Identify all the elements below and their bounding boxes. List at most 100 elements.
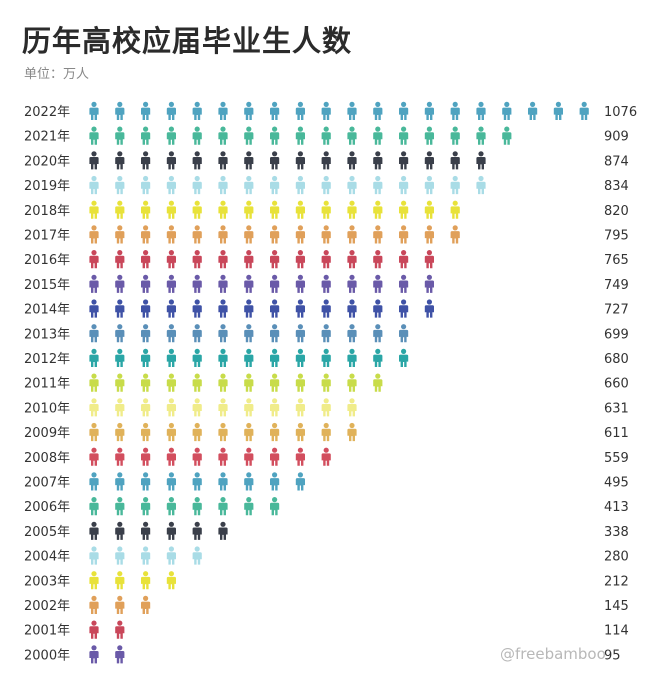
person-icon [166, 126, 176, 145]
person-icon [192, 324, 202, 343]
person-icon [89, 447, 99, 466]
person-icon [115, 546, 125, 565]
person-icon [89, 200, 99, 219]
year-label: 2006年 [24, 500, 70, 515]
person-icon [89, 595, 99, 614]
year-label: 2015年 [24, 278, 70, 293]
year-label: 2013年 [24, 327, 70, 342]
person-icon [115, 274, 125, 293]
person-icon [141, 546, 151, 565]
person-icon [115, 151, 125, 170]
watermark-text: @freebamboo [500, 645, 606, 663]
person-icon [347, 373, 357, 392]
person-icon [399, 250, 409, 269]
person-icon [295, 101, 305, 120]
person-icon [141, 521, 151, 540]
person-icon [244, 101, 254, 120]
year-label: 2020年 [24, 154, 70, 169]
person-icon [270, 126, 280, 145]
person-icon [244, 200, 254, 219]
value-label: 114 [604, 624, 629, 639]
year-label: 2009年 [24, 426, 70, 441]
person-icon [89, 497, 99, 516]
person-icon [218, 225, 228, 244]
person-icon [192, 373, 202, 392]
person-icon [218, 447, 228, 466]
person-icon [141, 373, 151, 392]
person-icon [166, 571, 176, 590]
year-label: 2003年 [24, 574, 70, 589]
person-icon [166, 250, 176, 269]
person-icon [244, 398, 254, 417]
person-icon [218, 472, 228, 491]
person-icon [399, 200, 409, 219]
person-icon [218, 521, 228, 540]
person-icon [141, 250, 151, 269]
person-icon [192, 200, 202, 219]
person-icon [502, 101, 512, 120]
person-icon [218, 299, 228, 318]
person-icon [141, 472, 151, 491]
person-icon [192, 497, 202, 516]
person-icon [141, 101, 151, 120]
person-icon [192, 225, 202, 244]
person-icon [399, 324, 409, 343]
person-icon [166, 151, 176, 170]
person-icon [218, 274, 228, 293]
person-icon [89, 571, 99, 590]
person-icon [321, 225, 331, 244]
person-icon [476, 101, 486, 120]
person-icon [373, 250, 383, 269]
person-icon [424, 151, 434, 170]
year-label: 2005年 [24, 525, 70, 540]
person-icon [270, 497, 280, 516]
person-icon [373, 126, 383, 145]
person-icon [89, 645, 99, 664]
person-icon [270, 250, 280, 269]
person-icon [295, 250, 305, 269]
person-icon [218, 200, 228, 219]
person-icon [347, 126, 357, 145]
person-icon [295, 398, 305, 417]
person-icon [399, 151, 409, 170]
person-icon [579, 101, 589, 120]
person-icon [192, 151, 202, 170]
person-icon [141, 151, 151, 170]
person-icon [424, 126, 434, 145]
person-icon [89, 373, 99, 392]
chart-title: 历年高校应届毕业生人数 [22, 24, 353, 58]
person-icon [166, 497, 176, 516]
person-icon [244, 299, 254, 318]
person-icon [270, 348, 280, 367]
person-icon [115, 398, 125, 417]
person-icon [399, 274, 409, 293]
person-icon [141, 225, 151, 244]
person-icon [424, 101, 434, 120]
person-icon [115, 472, 125, 491]
person-icon [373, 151, 383, 170]
person-icon [141, 422, 151, 442]
person-icon [270, 472, 280, 491]
person-icon [89, 348, 99, 367]
person-icon [476, 126, 486, 145]
value-label: 820 [604, 204, 629, 219]
person-icon [424, 299, 434, 318]
person-icon [89, 274, 99, 293]
person-icon [192, 250, 202, 269]
person-icon [141, 595, 151, 614]
person-icon [218, 126, 228, 145]
person-icon [244, 225, 254, 244]
person-icon [141, 200, 151, 219]
person-icon [295, 200, 305, 219]
year-label: 2001年 [24, 624, 70, 639]
year-label: 2016年 [24, 253, 70, 268]
person-icon [244, 126, 254, 145]
person-icon [553, 101, 563, 120]
person-icon [295, 348, 305, 367]
person-icon [89, 126, 99, 145]
person-icon [141, 348, 151, 367]
person-icon [218, 101, 228, 120]
person-icon [115, 571, 125, 590]
person-icon [166, 472, 176, 491]
